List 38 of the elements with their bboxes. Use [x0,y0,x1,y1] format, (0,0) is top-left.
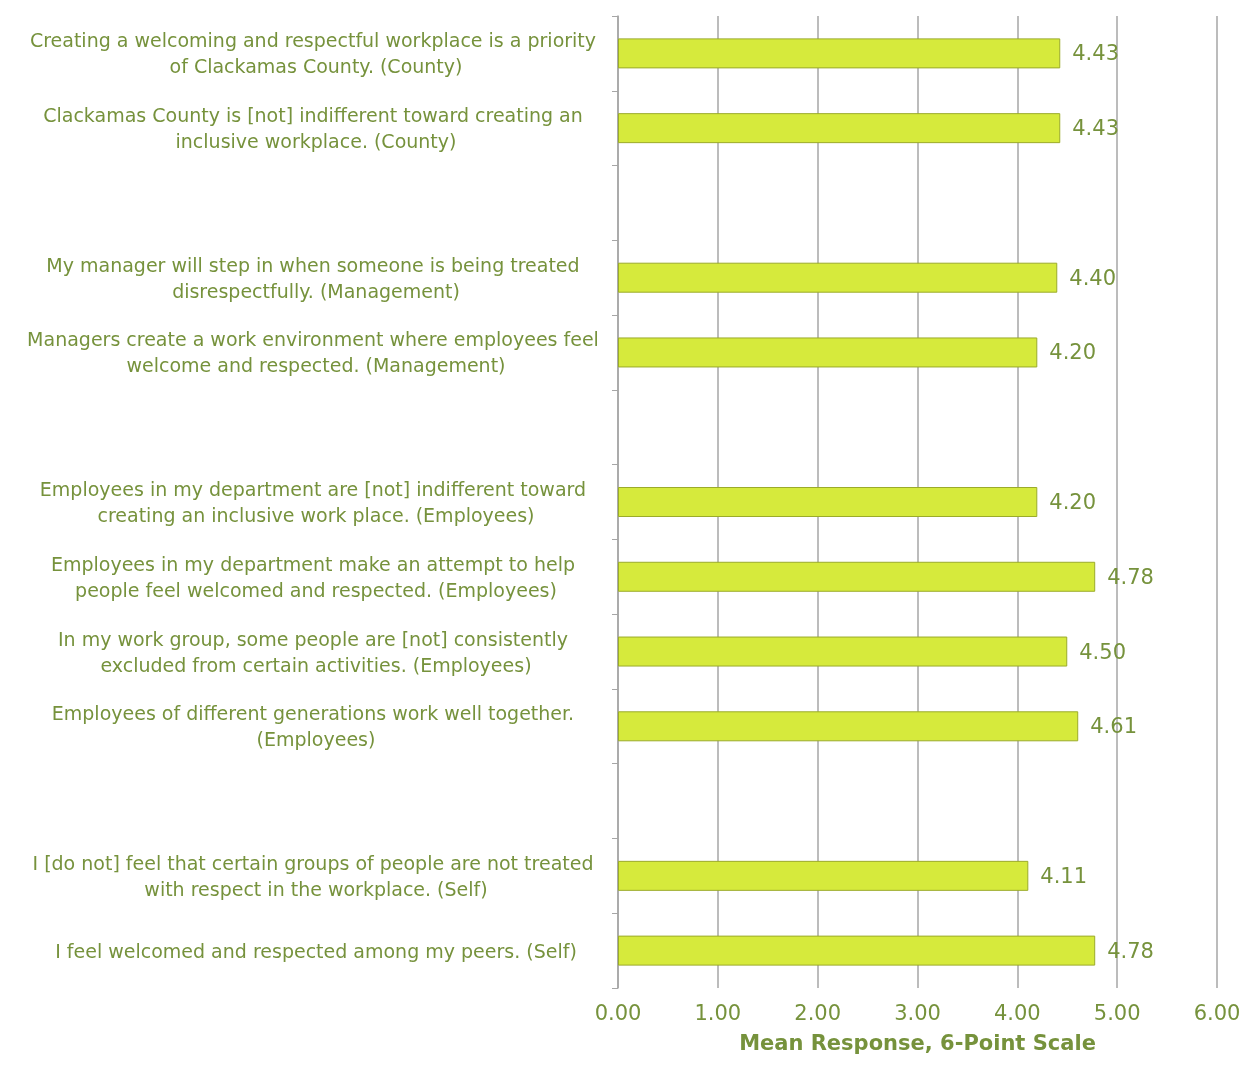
x-tick-label: 3.00 [894,1000,941,1025]
bar [618,860,1029,891]
y-tick-label: Managers create a work environment where employees feel welcome and respected. (Management) [27,328,605,377]
bar [618,487,1038,517]
bar [618,262,1058,293]
data-label: 4.11 [1040,863,1088,888]
data-label: 4.78 [1107,564,1154,589]
x-tick-label: 0.00 [594,1000,642,1025]
x-tick-label: 6.00 [1193,1000,1241,1025]
bar [618,711,1079,742]
data-label: 4.43 [1072,116,1120,141]
bar [618,636,1068,667]
y-tick-label: Employees in my department make an attempt to help people feel welcomed and respected. (Employees) [50,552,582,601]
bar [618,337,1038,368]
y-tick-label: In my work group, some people are [not] consistently excluded from certain activities. (Employees) [57,627,575,676]
data-label: 4.20 [1049,340,1097,365]
x-tick-label: 1.00 [694,1000,742,1025]
bar [618,38,1061,69]
data-label: 4.40 [1069,265,1117,290]
x-tick-label: 5.00 [1093,1000,1141,1025]
y-tick-label: Employees of different generations work well together. (Employees) [51,702,581,751]
x-tick-label: 2.00 [794,1000,842,1025]
y-tick-label: I feel welcomed and respected among my peers. (Self) [55,939,577,962]
data-label: 4.78 [1107,938,1154,963]
y-tick-label: I [do not] feel that certain groups of people are not treated with respect in the workplace. (Self) [32,851,600,900]
y-tick-label: My manager will step in when someone is being treated disrespectfully. (Management) [46,253,586,302]
data-label: 4.43 [1072,41,1120,66]
bar [618,561,1096,592]
data-label: 4.50 [1079,639,1127,664]
bar [618,935,1096,966]
y-tick-label: Creating a welcoming and respectful workplace is a priority of Clackamas County. (County) [29,29,603,78]
y-tick-label: Clackamas County is [not] indifferent toward creating an inclusive workplace. (County) [43,104,589,153]
data-label: 4.61 [1090,714,1137,739]
x-tick-label: 4.00 [993,1000,1041,1025]
y-tick-label: Employees in my department are [not] indifferent toward creating an inclusive work place. (Employees) [39,478,593,526]
x-axis-title: Mean Response, 6-Point Scale [739,1030,1096,1055]
bar [618,113,1061,144]
data-label: 4.20 [1049,490,1097,514]
